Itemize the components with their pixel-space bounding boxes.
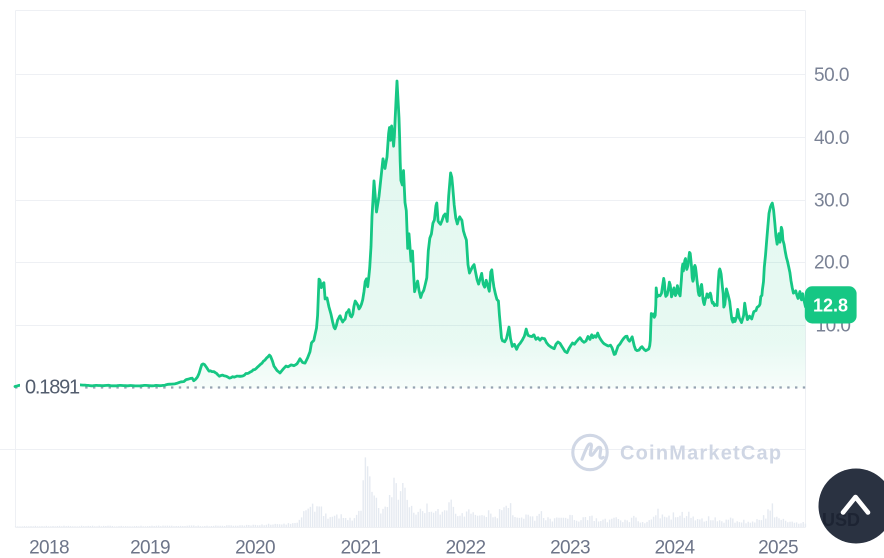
svg-text:0.1891: 0.1891: [25, 377, 80, 399]
svg-text:12.8: 12.8: [813, 296, 848, 316]
svg-text:50.0: 50.0: [814, 65, 849, 86]
svg-text:2025: 2025: [758, 538, 798, 558]
svg-text:2018: 2018: [29, 538, 69, 558]
svg-text:2021: 2021: [341, 538, 381, 558]
svg-text:2019: 2019: [130, 538, 170, 558]
svg-text:2020: 2020: [235, 538, 275, 558]
svg-text:2023: 2023: [550, 538, 590, 558]
svg-text:20.0: 20.0: [814, 253, 849, 274]
svg-text:40.0: 40.0: [814, 128, 849, 149]
svg-text:CoinMarketCap: CoinMarketCap: [620, 443, 782, 465]
svg-text:30.0: 30.0: [814, 191, 849, 212]
svg-text:2022: 2022: [446, 538, 486, 558]
svg-text:2024: 2024: [655, 538, 696, 558]
svg-text:USD: USD: [822, 510, 860, 530]
